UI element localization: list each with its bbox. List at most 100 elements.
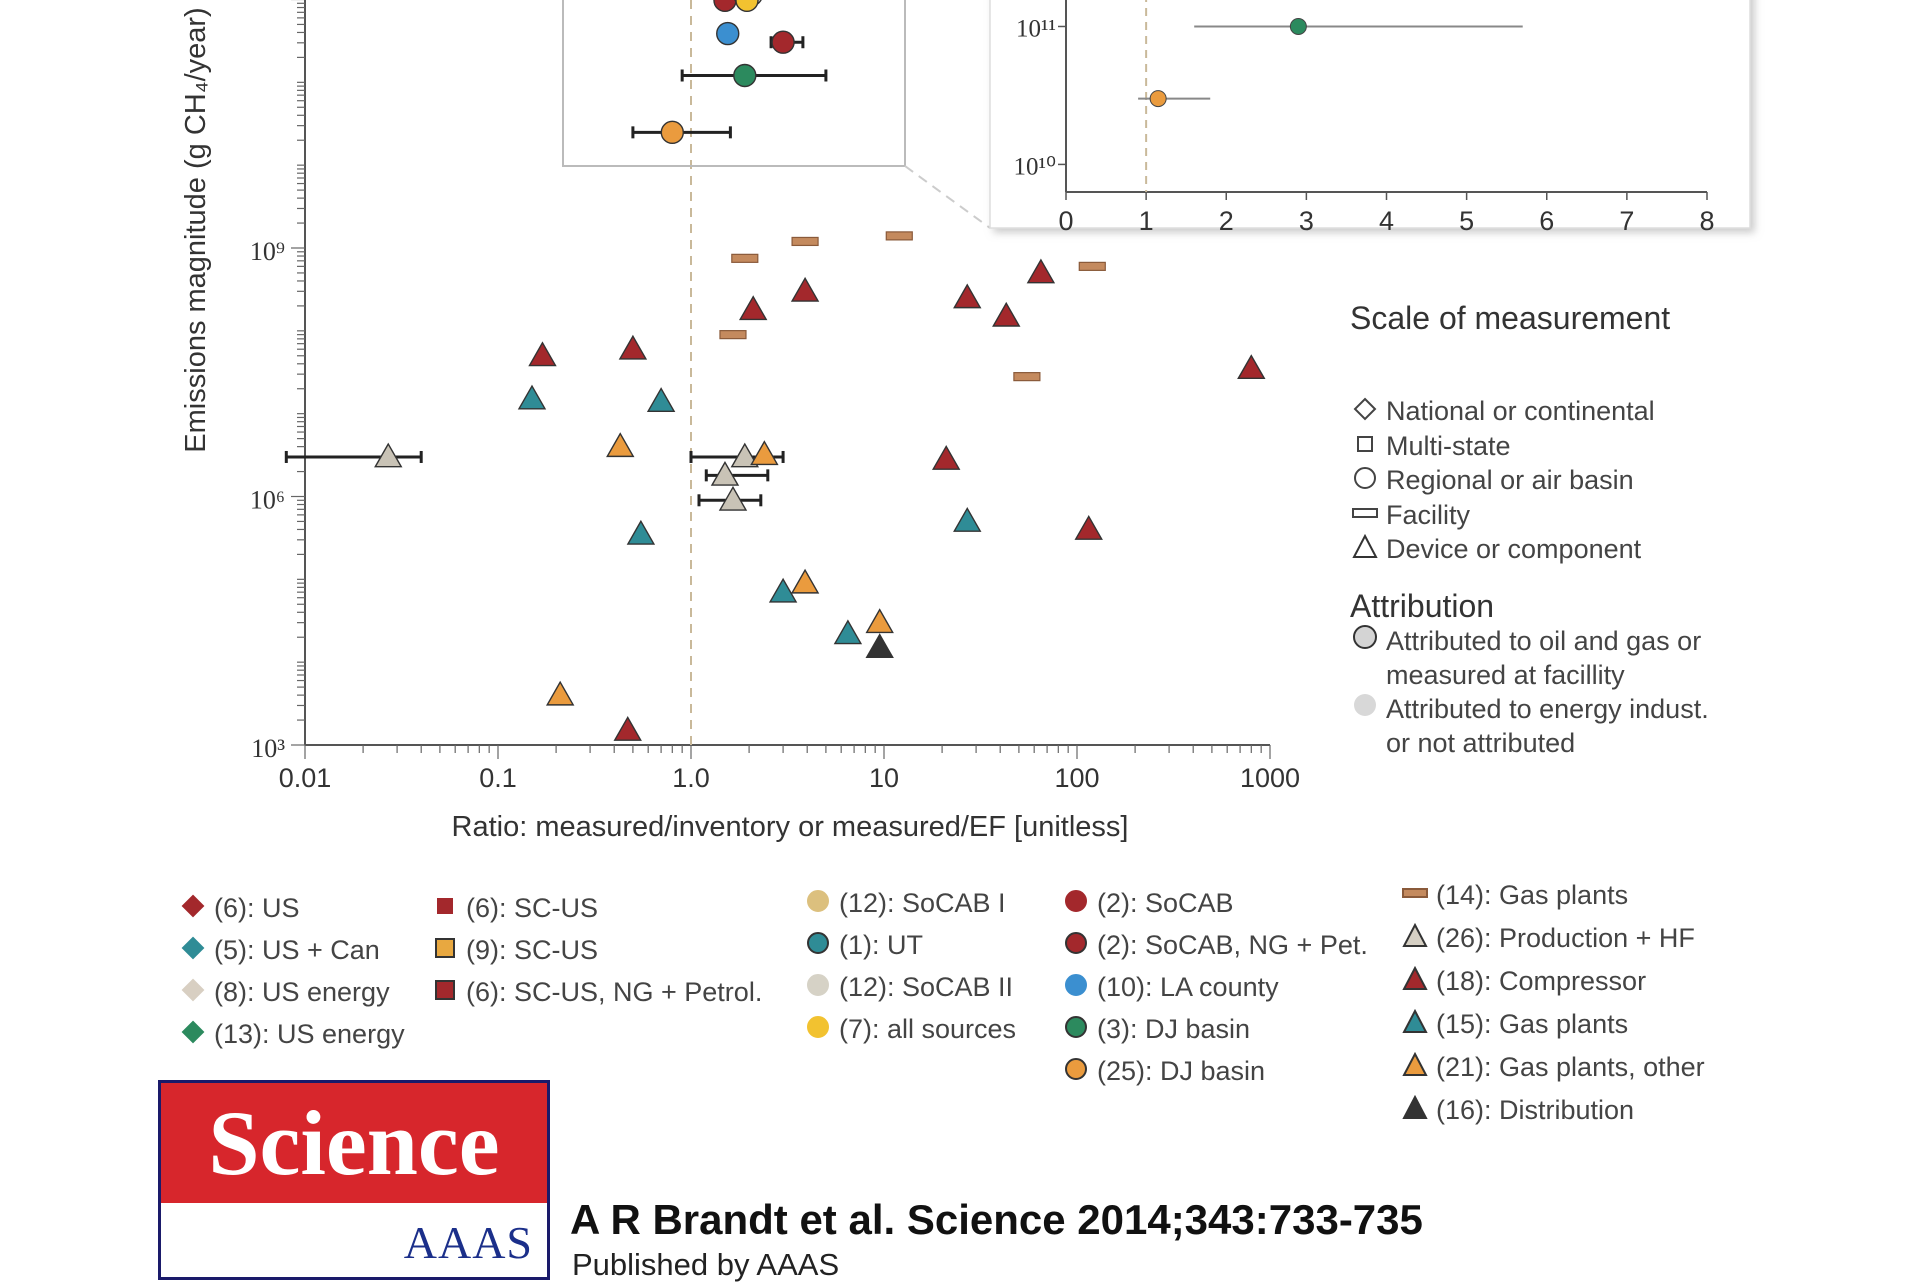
legend-symbol-icon [180, 977, 206, 1003]
study-legend-item: (5): US + Can [180, 935, 380, 966]
legend-symbol-icon [1352, 624, 1378, 650]
legend-symbol-icon [1063, 930, 1089, 956]
legend-label: (16): Distribution [1436, 1095, 1635, 1125]
attribution-legend-title: Attribution [1350, 588, 1495, 624]
study-legend-item: (2): SoCAB, NG + Pet. [1063, 930, 1368, 961]
data-point-triangle [1074, 515, 1103, 540]
legend-label: (3): DJ basin [1097, 1014, 1251, 1044]
study-legend-item: (14): Gas plants [1402, 880, 1628, 911]
legend-symbol-icon [805, 930, 831, 956]
legend-label: (8): US energy [214, 977, 390, 1007]
data-point-triangle [750, 440, 779, 466]
study-legend-item: (16): Distribution [1402, 1095, 1634, 1126]
data-point-triangle [790, 568, 820, 594]
data-point-facility [885, 231, 913, 241]
data-point-triangle [1026, 258, 1056, 284]
science-logo: Science AAAS [158, 1080, 550, 1280]
inset-data-point [1289, 17, 1307, 35]
study-legend-item: (26): Production + HF [1402, 923, 1695, 954]
legend-symbol-icon [1402, 966, 1428, 992]
study-legend-item: (21): Gas plants, other [1402, 1052, 1705, 1083]
x-tick-label: 1.0 [672, 763, 710, 793]
study-legend-item: (9): SC-US [432, 935, 598, 966]
y-tick-label: 10⁶ [250, 486, 285, 515]
inset-x-tick-label: 1 [1139, 206, 1154, 236]
data-point-triangle [626, 519, 656, 545]
study-legend-item: (15): Gas plants [1402, 1009, 1628, 1040]
scale-legend-item: Multi-state [1352, 431, 1511, 462]
study-legend-item: (12): SoCAB I [805, 888, 1006, 919]
study-legend-item: (7): all sources [805, 1014, 1016, 1045]
data-point-triangle [790, 276, 820, 302]
inset-x-tick-label: 3 [1299, 206, 1314, 236]
legend-symbol-icon [1063, 1014, 1089, 1040]
inset-x-tick-label: 7 [1619, 206, 1634, 236]
x-tick-label: 1000 [1240, 763, 1300, 793]
legend-label: (2): SoCAB [1097, 888, 1234, 918]
legend-symbol-icon [1352, 465, 1378, 491]
data-point-triangle [374, 442, 403, 468]
scale-legend-item: National or continental [1352, 396, 1655, 427]
legend-symbol-icon [805, 888, 831, 914]
study-legend-item: (2): SoCAB [1063, 888, 1234, 919]
data-point-facility [1013, 372, 1041, 382]
legend-label: (6): US [214, 893, 300, 923]
legend-label: Regional or air basin [1386, 465, 1634, 495]
data-point-triangle [865, 608, 894, 634]
inset-x-tick-label: 0 [1058, 206, 1073, 236]
citation: A R Brandt et al. Science 2014;343:733-7… [570, 1196, 1423, 1243]
legend-symbol-icon [1402, 923, 1428, 949]
data-point-triangle [517, 384, 547, 410]
data-point-triangle [992, 301, 1021, 327]
data-point-facility [1078, 261, 1106, 271]
legend-label: (12): SoCAB II [839, 972, 1014, 1002]
data-point-triangle [710, 460, 740, 486]
legend-label: (2): SoCAB, NG + Pet. [1097, 930, 1368, 960]
legend-label: (26): Production + HF [1436, 923, 1695, 953]
attribution-legend-item: Attributed to energy indust. or not attr… [1352, 692, 1732, 760]
data-point-triangle [646, 387, 676, 413]
study-legend-item: (6): US [180, 893, 300, 924]
attribution-legend-item: Attributed to oil and gas or measured at… [1352, 624, 1732, 692]
data-point-facility [731, 253, 759, 263]
data-point-triangle [613, 716, 642, 741]
scale-legend-title: Scale of measurement [1350, 300, 1671, 336]
legend-symbol-icon [805, 1014, 831, 1040]
legend-label: National or continental [1386, 396, 1655, 426]
inset-x-tick-label: 2 [1219, 206, 1234, 236]
data-point-triangle [865, 633, 894, 659]
logo-science-text: Science [161, 1083, 547, 1203]
legend-symbol-icon [180, 935, 206, 961]
legend-symbol-icon [1063, 1056, 1089, 1082]
study-legend-item: (3): DJ basin [1063, 1014, 1250, 1045]
inset-x-tick-label: 6 [1539, 206, 1554, 236]
data-point-triangle [545, 680, 575, 706]
legend-symbol-icon [1352, 431, 1378, 457]
legend-symbol-icon [1402, 1009, 1428, 1035]
data-point-circle [771, 30, 795, 54]
data-point-triangle [833, 619, 863, 645]
zoom-connector [904, 165, 991, 229]
study-legend-item: (10): LA county [1063, 972, 1279, 1003]
legend-label: Facility [1386, 499, 1471, 530]
data-point-circle [716, 21, 740, 46]
scale-legend-item: Regional or air basin [1352, 465, 1634, 496]
legend-symbol-icon [1063, 972, 1089, 998]
legend-label: Attributed to oil and gas or measured at… [1386, 626, 1702, 690]
data-point-circle [735, 0, 759, 13]
data-point-triangle [528, 341, 557, 367]
inset-frame [989, 0, 1751, 229]
data-point-triangle [730, 442, 760, 468]
data-point-triangle [953, 507, 982, 532]
data-point-triangle [738, 295, 768, 321]
data-point-triangle [1237, 354, 1266, 380]
legend-label: (6): SC-US, NG + Petrol. [466, 977, 763, 1007]
inset-x-tick-label: 8 [1699, 206, 1714, 236]
inset-plot: 0 1 2 3 4 5 6 7 8 10¹⁰ 10¹¹ [989, 0, 1751, 236]
legend-symbol-icon [1352, 692, 1378, 718]
legend-label: (6): SC-US [466, 893, 599, 923]
legend-symbol-icon [432, 977, 458, 1003]
inset-x-tick-label: 4 [1379, 206, 1394, 236]
